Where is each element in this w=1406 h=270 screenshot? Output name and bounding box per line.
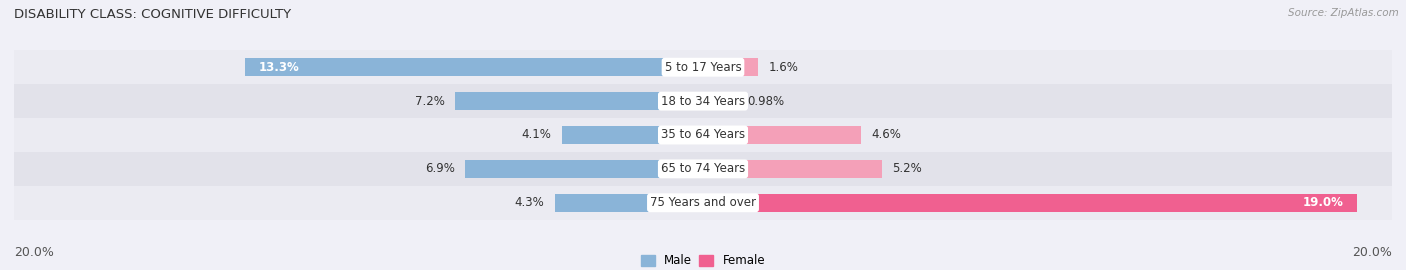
Text: 35 to 64 Years: 35 to 64 Years bbox=[661, 129, 745, 141]
Bar bbox=[14, 84, 1392, 118]
Text: Source: ZipAtlas.com: Source: ZipAtlas.com bbox=[1288, 8, 1399, 18]
Text: 19.0%: 19.0% bbox=[1303, 196, 1344, 209]
Bar bbox=[555, 194, 703, 212]
Text: 1.6%: 1.6% bbox=[769, 61, 799, 74]
Legend: Male, Female: Male, Female bbox=[641, 254, 765, 267]
Text: 18 to 34 Years: 18 to 34 Years bbox=[661, 94, 745, 108]
Text: 75 Years and over: 75 Years and over bbox=[650, 196, 756, 209]
Bar bbox=[14, 152, 1392, 186]
Text: DISABILITY CLASS: COGNITIVE DIFFICULTY: DISABILITY CLASS: COGNITIVE DIFFICULTY bbox=[14, 8, 291, 21]
Bar bbox=[14, 118, 1392, 152]
Text: 20.0%: 20.0% bbox=[1353, 246, 1392, 259]
Text: 13.3%: 13.3% bbox=[259, 61, 299, 74]
Bar bbox=[703, 92, 737, 110]
Bar bbox=[245, 58, 703, 76]
Bar bbox=[456, 92, 703, 110]
Bar bbox=[703, 160, 882, 178]
Bar bbox=[14, 186, 1392, 220]
Text: 20.0%: 20.0% bbox=[14, 246, 53, 259]
Text: 4.3%: 4.3% bbox=[515, 196, 544, 209]
Text: 4.6%: 4.6% bbox=[872, 129, 901, 141]
Bar bbox=[465, 160, 703, 178]
Text: 65 to 74 Years: 65 to 74 Years bbox=[661, 162, 745, 176]
Bar bbox=[14, 50, 1392, 84]
Text: 0.98%: 0.98% bbox=[747, 94, 785, 108]
Bar bbox=[562, 126, 703, 144]
Bar bbox=[703, 58, 758, 76]
Bar bbox=[703, 126, 862, 144]
Text: 6.9%: 6.9% bbox=[425, 162, 456, 176]
Text: 7.2%: 7.2% bbox=[415, 94, 444, 108]
Text: 5.2%: 5.2% bbox=[893, 162, 922, 176]
Text: 4.1%: 4.1% bbox=[522, 129, 551, 141]
Bar bbox=[703, 194, 1358, 212]
Text: 5 to 17 Years: 5 to 17 Years bbox=[665, 61, 741, 74]
